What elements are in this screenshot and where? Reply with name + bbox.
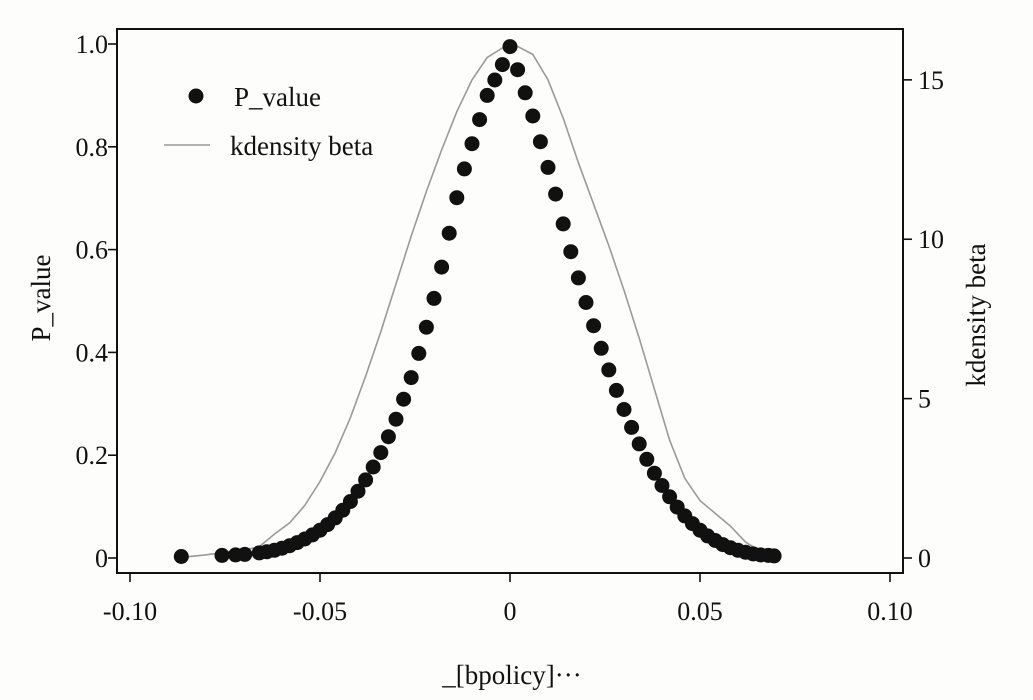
data-point bbox=[540, 159, 556, 175]
legend: P_value kdensity beta bbox=[164, 82, 373, 161]
data-point bbox=[472, 112, 488, 128]
data-point bbox=[639, 451, 655, 467]
data-point bbox=[608, 382, 624, 398]
data-point bbox=[624, 419, 640, 435]
data-point bbox=[449, 190, 465, 206]
x-axis-ticks: -0.10 -0.05 0 0.05 0.10 bbox=[103, 573, 913, 626]
data-point bbox=[563, 244, 579, 260]
data-point bbox=[434, 259, 450, 275]
data-point bbox=[631, 436, 647, 452]
data-point bbox=[586, 318, 602, 334]
x-tick-label: -0.10 bbox=[103, 597, 157, 626]
data-point bbox=[570, 270, 586, 286]
data-point bbox=[350, 483, 366, 499]
data-point bbox=[456, 161, 472, 177]
data-point bbox=[555, 216, 571, 232]
data-point bbox=[766, 548, 782, 564]
data-point bbox=[365, 459, 381, 475]
data-point bbox=[578, 295, 594, 310]
y-tick-label: 0.4 bbox=[76, 338, 109, 367]
x-axis-title: _[bpolicy]··· bbox=[441, 660, 581, 690]
series-points-p-value bbox=[173, 39, 782, 564]
data-point bbox=[646, 465, 662, 481]
x-tick-label: 0.05 bbox=[677, 597, 723, 626]
data-point bbox=[525, 108, 541, 124]
data-point bbox=[380, 429, 396, 445]
data-point bbox=[479, 87, 495, 103]
data-point bbox=[214, 547, 230, 563]
y2-tick-label: 0 bbox=[918, 544, 931, 573]
data-point bbox=[418, 319, 434, 335]
y2-tick-label: 15 bbox=[918, 66, 944, 95]
data-point bbox=[173, 549, 189, 564]
y-tick-label: 0 bbox=[95, 544, 108, 573]
data-point bbox=[237, 546, 253, 562]
x-tick-label: -0.05 bbox=[293, 597, 347, 626]
data-point bbox=[548, 186, 564, 202]
series-line-kdensity-beta bbox=[181, 45, 777, 559]
y2-axis-ticks: 0 5 10 15 bbox=[903, 66, 944, 573]
data-point bbox=[487, 72, 503, 88]
data-point bbox=[426, 290, 442, 306]
x-tick-label: 0 bbox=[504, 597, 517, 626]
data-point bbox=[601, 362, 617, 378]
data-point bbox=[494, 57, 510, 73]
y-axis-ticks: 0 0.2 0.4 0.6 0.8 1.0 bbox=[76, 30, 117, 573]
y-tick-label: 0.6 bbox=[76, 236, 109, 265]
data-point bbox=[411, 345, 427, 361]
data-point bbox=[373, 445, 389, 461]
data-point bbox=[388, 411, 404, 427]
data-point bbox=[616, 402, 632, 417]
y-tick-label: 0.8 bbox=[76, 133, 109, 162]
data-point bbox=[517, 85, 533, 101]
y-tick-label: 1.0 bbox=[76, 30, 109, 59]
data-point bbox=[358, 472, 374, 488]
y2-tick-label: 10 bbox=[918, 225, 944, 254]
data-point bbox=[403, 370, 419, 386]
data-point bbox=[502, 39, 518, 55]
y-tick-label: 0.2 bbox=[76, 441, 109, 470]
data-point bbox=[593, 340, 609, 356]
y-axis-title: P_value bbox=[26, 254, 56, 341]
data-point bbox=[654, 478, 670, 493]
y2-tick-label: 5 bbox=[918, 385, 931, 414]
data-point bbox=[342, 494, 358, 509]
data-point bbox=[532, 134, 548, 150]
data-point bbox=[464, 136, 480, 152]
legend-label-p-value: P_value bbox=[234, 82, 321, 112]
y2-axis-title: kdensity beta bbox=[961, 243, 991, 386]
data-point bbox=[441, 225, 457, 241]
data-point bbox=[662, 489, 678, 505]
legend-marker-p-value bbox=[188, 88, 204, 104]
data-point bbox=[510, 62, 526, 78]
data-point bbox=[396, 391, 412, 407]
x-tick-label: 0.10 bbox=[867, 597, 913, 626]
legend-label-kdensity-beta: kdensity beta bbox=[230, 131, 373, 161]
